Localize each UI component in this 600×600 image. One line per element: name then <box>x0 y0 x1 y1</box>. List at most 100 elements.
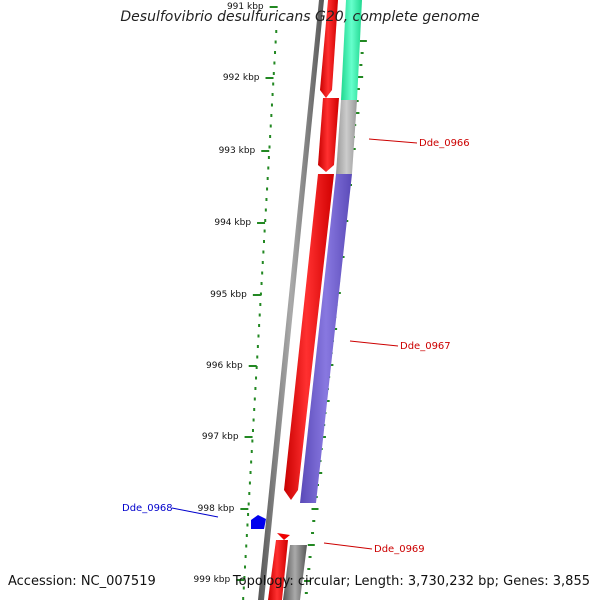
map-title: Desulfovibrio desulfuricans G20, complet… <box>120 9 480 25</box>
ruler-label: 993 kbp <box>219 146 256 156</box>
ruler-dot <box>266 177 269 180</box>
gene-red-dde-0967[interactable] <box>284 174 334 500</box>
gene-red-small[interactable] <box>277 533 290 540</box>
gene-label-dde-0968[interactable]: Dde_0968 <box>122 503 173 514</box>
gene-red-2[interactable] <box>318 98 339 172</box>
gene-blue-dde-0967[interactable] <box>300 174 352 503</box>
outer-ruler-dot <box>356 76 364 78</box>
ruler-dot <box>245 534 248 537</box>
outer-ruler-dot <box>356 88 360 90</box>
ruler-dot <box>273 61 276 65</box>
genome-backbone <box>258 0 324 600</box>
ruler-dot <box>275 30 278 33</box>
outer-ruler-dot <box>304 592 308 594</box>
ruler-tick <box>248 365 257 367</box>
ruler-dot <box>248 481 251 485</box>
gene-label-dde-0967[interactable]: Dde_0967 <box>400 341 451 352</box>
ruler-label: 995 kbp <box>210 290 247 300</box>
ruler-dot <box>252 418 255 422</box>
ruler-track <box>242 30 278 600</box>
ruler-tick <box>257 222 266 224</box>
leader-dde-0966 <box>368 138 418 144</box>
outer-ruler-dot <box>355 100 359 102</box>
ruler-tick <box>261 150 270 152</box>
outer-ruler-dot <box>312 520 316 522</box>
gene-label-dde-0966[interactable]: Dde_0966 <box>419 138 470 149</box>
ruler-dot <box>267 166 270 170</box>
ruler-dot <box>269 124 272 128</box>
gene-teal[interactable] <box>341 0 362 100</box>
ruler-dot <box>271 93 274 96</box>
ruler-dot <box>268 145 271 149</box>
accession-text: Accession: NC_007519 <box>8 574 156 589</box>
ruler-tick <box>269 6 278 8</box>
outer-ruler-dot <box>308 556 312 558</box>
ruler-dot <box>261 261 264 264</box>
leader-dde-0969 <box>323 542 373 550</box>
topology-text: Topology: circular; Length: 3,730,232 bp… <box>232 574 590 589</box>
ruler-dot <box>264 208 267 212</box>
gene-label-dde-0969[interactable]: Dde_0969 <box>374 544 425 555</box>
ruler-dot <box>242 597 245 600</box>
ruler-dot <box>274 51 277 54</box>
gene-gray-dde-0966[interactable] <box>336 100 357 174</box>
ruler-dot <box>258 324 261 327</box>
ruler-tick <box>240 508 249 510</box>
ruler-ticks: 991 kbp 992 kbp 993 kbp 994 kbp 995 kbp 996 k… <box>194 2 278 585</box>
ruler-dot <box>267 156 270 159</box>
ruler-dot <box>245 544 248 548</box>
ruler-dot <box>251 429 254 432</box>
ruler-dot <box>244 555 247 558</box>
ruler-dot <box>247 502 250 506</box>
outer-ruler-dot <box>307 568 311 570</box>
ruler-dot <box>256 345 259 348</box>
ruler-label: 994 kbp <box>214 218 251 228</box>
ruler-dot <box>274 40 277 44</box>
ruler-dot <box>264 219 267 222</box>
ruler-label: 996 kbp <box>206 361 243 371</box>
leader-dde-0967 <box>349 340 399 347</box>
ruler-dot <box>243 576 246 579</box>
ruler-dot <box>247 513 250 516</box>
ruler-dot <box>250 450 253 453</box>
ruler-label: 997 kbp <box>202 432 239 442</box>
ruler-dot <box>242 586 245 590</box>
ruler-dot <box>254 387 257 390</box>
outer-ruler-dot <box>359 40 367 42</box>
leader-dde-0968 <box>171 507 219 518</box>
gene-red-3[interactable] <box>268 540 288 600</box>
ruler-dot <box>270 114 273 117</box>
ruler-dot <box>259 292 262 296</box>
ruler-dot <box>261 271 264 275</box>
ruler-tick <box>252 294 261 296</box>
ruler-dot <box>246 523 249 527</box>
gene-gray-bottom[interactable] <box>283 545 307 600</box>
ruler-dot <box>257 334 260 338</box>
ruler-dot <box>253 397 256 401</box>
ruler-dot <box>251 439 254 443</box>
ruler-dot <box>272 72 275 75</box>
outer-ruler-dot <box>311 508 319 510</box>
ruler-dot <box>263 229 266 233</box>
ruler-tick <box>236 579 245 581</box>
ruler-dot <box>266 187 269 191</box>
gene-red-1[interactable] <box>320 0 338 98</box>
ruler-dot <box>249 471 252 474</box>
ruler-dot <box>262 250 265 254</box>
ruler-dot <box>250 460 253 464</box>
ruler-dot <box>260 282 263 285</box>
ruler-dot <box>255 376 258 380</box>
ruler-tick <box>265 77 274 79</box>
ruler-label: 992 kbp <box>223 73 260 83</box>
ruler-dot <box>272 82 275 86</box>
outer-ruler-dot <box>304 580 312 582</box>
outer-ruler-dot <box>311 532 315 534</box>
ruler-dot <box>259 303 262 306</box>
outer-ruler-dot <box>307 544 315 546</box>
ruler-dot <box>248 492 251 495</box>
ruler-dot <box>258 313 261 317</box>
ruler-label: 999 kbp <box>194 575 231 585</box>
gene-blue-dde-0968[interactable] <box>251 515 266 529</box>
ruler-dot <box>255 366 258 369</box>
